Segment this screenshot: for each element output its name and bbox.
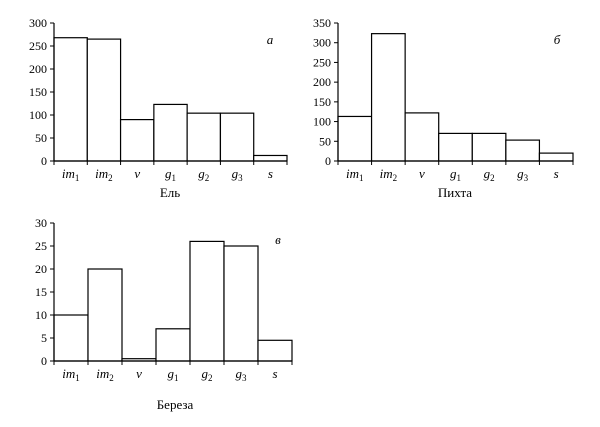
panel-letter: а <box>267 32 274 47</box>
x-tick-label: im2 <box>380 166 398 183</box>
bar-g2 <box>189 240 225 362</box>
y-tick-label: 350 <box>313 16 331 30</box>
panel-title: Береза <box>157 397 194 412</box>
x-tick-label: im1 <box>62 166 80 183</box>
x-tick-label: g1 <box>450 166 461 183</box>
x-tick-label: g2 <box>198 166 209 183</box>
y-tick-label: 200 <box>29 62 47 76</box>
y-tick-label: 300 <box>313 36 331 50</box>
bar-g1 <box>153 103 188 162</box>
y-tick-label: 0 <box>41 354 47 368</box>
x-tick-label: im2 <box>95 166 113 183</box>
bar-g3 <box>219 112 255 162</box>
x-tick-label: s <box>554 166 559 181</box>
bar-s <box>257 339 293 362</box>
y-tick-label: 15 <box>35 285 47 299</box>
bar-g2 <box>186 112 222 162</box>
x-tick-label: g2 <box>202 366 213 383</box>
y-tick-label: 0 <box>325 154 331 168</box>
bar-g1 <box>155 328 191 362</box>
x-tick-label: v <box>134 166 140 181</box>
x-tick-label: im1 <box>346 166 364 183</box>
x-tick-label: im1 <box>62 366 80 383</box>
x-tick-label: g1 <box>165 166 176 183</box>
bar-im1 <box>53 314 89 362</box>
x-tick-label: g2 <box>484 166 495 183</box>
y-tick-label: 25 <box>35 239 47 253</box>
y-tick-label: 150 <box>313 95 331 109</box>
y-tick-label: 20 <box>35 262 47 276</box>
y-tick-label: 30 <box>35 216 47 230</box>
x-tick-label: s <box>272 366 277 381</box>
y-tick-label: 200 <box>313 75 331 89</box>
chart-panel-3: 0 5 10 15 20 25 30 im1 im2 v g1 g2 g3 s в Береза <box>35 216 293 412</box>
bar-g3 <box>505 139 541 162</box>
x-tick-label: g3 <box>517 166 529 183</box>
x-tick-label: g3 <box>232 166 244 183</box>
panel-letter: б <box>554 32 561 47</box>
bar-s <box>538 152 574 162</box>
bar-g3 <box>223 245 259 362</box>
y-tick-label: 50 <box>35 131 47 145</box>
chart-panel-2: 0 50 100 150 200 250 300 350 im1 im2 v g1 g2 g3 s б Пихт… <box>313 16 574 200</box>
bar-s <box>253 154 288 162</box>
bar-g2 <box>471 132 507 162</box>
y-tick-label: 50 <box>319 134 331 148</box>
y-tick-label: 100 <box>29 108 47 122</box>
bar-g1 <box>438 132 473 162</box>
x-tick-label: v <box>136 366 142 381</box>
bar-im1 <box>53 37 88 162</box>
y-tick-label: 300 <box>29 16 47 30</box>
bar-im1 <box>337 115 373 162</box>
y-tick-label: 100 <box>313 115 331 129</box>
x-tick-label: g3 <box>236 366 248 383</box>
y-tick-label: 10 <box>35 308 47 322</box>
x-tick-label: s <box>268 166 273 181</box>
panel-title: Пихта <box>438 185 472 200</box>
bar-v <box>119 118 155 162</box>
bar-im2 <box>86 38 122 162</box>
y-tick-label: 5 <box>41 331 47 345</box>
x-tick-label: v <box>419 166 425 181</box>
x-tick-label: g1 <box>168 366 179 383</box>
y-tick-label: 150 <box>29 85 47 99</box>
y-tick-label: 250 <box>313 55 331 69</box>
bar-im2 <box>370 33 406 162</box>
bar-v <box>404 112 440 162</box>
panel-letter: в <box>275 232 281 247</box>
chart-panel-1: 0 50 100 150 200 250 300 im1 im2 v g1 g2 g3 s а Ель <box>29 16 288 200</box>
x-tick-label: im2 <box>96 366 114 383</box>
y-tick-label: 250 <box>29 39 47 53</box>
bar-im2 <box>87 268 123 362</box>
panel-title: Ель <box>160 185 180 200</box>
y-tick-label: 0 <box>41 154 47 168</box>
